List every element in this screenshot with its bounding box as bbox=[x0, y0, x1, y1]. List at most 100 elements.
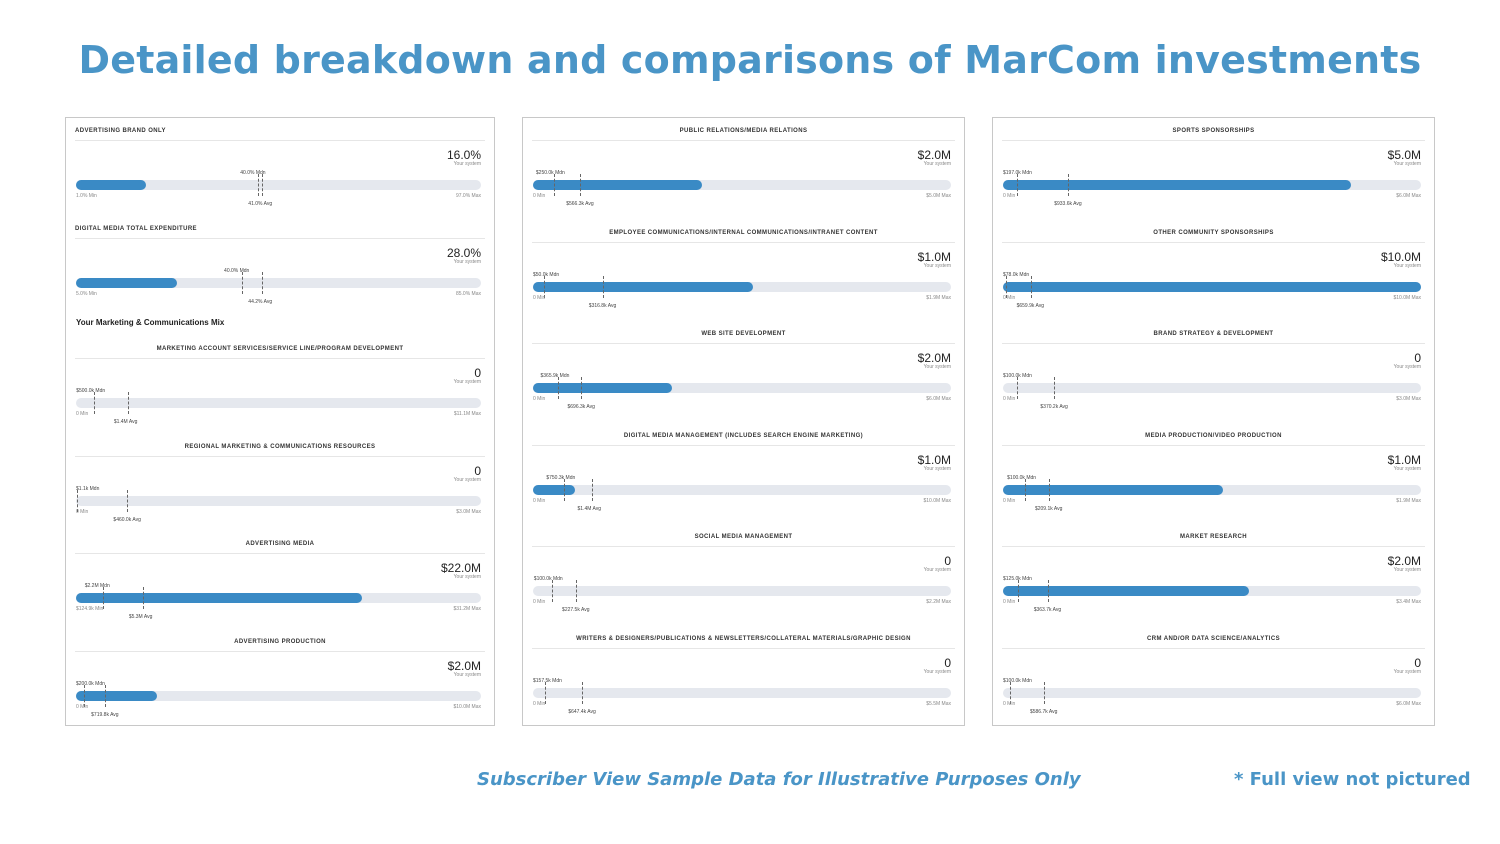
metric-min-label: 0 Min bbox=[1003, 396, 1016, 402]
metric-bar-track bbox=[1003, 276, 1421, 298]
metric-average-label: $659.9k Avg bbox=[1016, 303, 1045, 309]
metric-median-label: $1.1k Mdn bbox=[76, 486, 100, 492]
metric-divider bbox=[75, 456, 485, 457]
metric-median-label: $2.2M Mdn bbox=[84, 583, 110, 589]
metric-average-label: $370.2k Avg bbox=[1040, 404, 1068, 410]
metric-median-label: $365.9k Mdn bbox=[540, 373, 570, 379]
metric-title: ADVERTISING MEDIA bbox=[245, 541, 315, 547]
metric-average-label: $647.4k Avg bbox=[568, 709, 596, 715]
metric-divider bbox=[532, 140, 955, 141]
median-marker bbox=[558, 377, 560, 399]
metric-bar-track bbox=[533, 479, 951, 501]
page-title: Detailed breakdown and comparisons of Ma… bbox=[78, 38, 1422, 82]
metric-min-label: 1.0% Min bbox=[76, 193, 97, 199]
metric-value-caption: Your system bbox=[453, 259, 481, 265]
metric-max-label: $3.0M Max bbox=[456, 509, 481, 515]
average-marker bbox=[582, 682, 584, 704]
metric-value: 0 bbox=[474, 366, 481, 380]
median-marker bbox=[545, 682, 547, 704]
metric-value: $5.0M bbox=[1387, 148, 1421, 162]
metric-title: BRAND STRATEGY & DEVELOPMENT bbox=[1153, 331, 1274, 337]
median-marker bbox=[102, 587, 104, 609]
metric-title: WRITERS & DESIGNERS/PUBLICATIONS & NEWSL… bbox=[576, 636, 911, 642]
metric-max-label: 85.0% Max bbox=[455, 291, 481, 297]
metric-min-label: 0 Min bbox=[76, 704, 89, 710]
section-heading: Your Marketing & Communications Mix bbox=[76, 318, 225, 327]
metric-divider bbox=[1002, 445, 1425, 446]
metric-divider bbox=[532, 648, 955, 649]
metric-value-caption: Your system bbox=[1393, 364, 1421, 370]
metric-value: $1.0M bbox=[917, 453, 951, 467]
metric-divider bbox=[1002, 343, 1425, 344]
average-marker bbox=[581, 377, 583, 399]
median-marker bbox=[553, 174, 555, 196]
metric-value: $1.0M bbox=[1387, 453, 1421, 467]
metric-divider bbox=[532, 445, 955, 446]
average-marker bbox=[602, 276, 604, 298]
metric-value-caption: Your system bbox=[1393, 567, 1421, 573]
metric-bar-track bbox=[533, 682, 951, 704]
metric-value: 0 bbox=[944, 656, 951, 670]
metric-median-label: $100.0k Mdn bbox=[1003, 678, 1032, 684]
metric-value-caption: Your system bbox=[1393, 161, 1421, 167]
metric-value: $10.0M bbox=[1380, 250, 1421, 264]
metric-min-label: 0 Min bbox=[76, 411, 89, 417]
metric-average-label: $719.8k Avg bbox=[91, 712, 119, 718]
average-marker bbox=[142, 587, 144, 609]
metric-bar-fill bbox=[533, 282, 753, 292]
metric-value-caption: Your system bbox=[923, 364, 951, 370]
metric-title: OTHER COMMUNITY SPONSORSHIPS bbox=[1153, 230, 1274, 236]
median-marker bbox=[84, 685, 86, 707]
metric-title: WEB SITE DEVELOPMENT bbox=[701, 331, 786, 337]
metric-bar-track bbox=[533, 276, 951, 298]
average-marker bbox=[1054, 377, 1056, 399]
metric-bar-fill bbox=[1003, 485, 1223, 495]
metric-median-label: $157.5k Mdn bbox=[533, 678, 562, 684]
metric-title: ADVERTISING BRAND ONLY bbox=[75, 128, 166, 134]
metric-min-label: 0 Min bbox=[1003, 498, 1016, 504]
metric-title: DIGITAL MEDIA MANAGEMENT (INCLUDES SEARC… bbox=[623, 433, 864, 439]
metric-min-label: 0 Min bbox=[1003, 701, 1016, 707]
median-marker bbox=[543, 276, 545, 298]
metric-average-label: 41.0% Avg bbox=[248, 201, 273, 207]
metric-max-label: $5.0M Max bbox=[926, 193, 951, 199]
average-marker bbox=[580, 174, 582, 196]
median-marker bbox=[551, 580, 553, 602]
metric-average-label: $316.8k Avg bbox=[588, 303, 617, 309]
metric-max-label: $6.0M Max bbox=[1396, 193, 1421, 199]
metric-bar-fill bbox=[1003, 180, 1352, 190]
metric-average-label: $227.5k Avg bbox=[562, 607, 590, 613]
metric-average-label: $933.6k Avg bbox=[1054, 201, 1082, 207]
metric-bar-fill bbox=[76, 278, 178, 288]
metric-average-label: $1.4M Avg bbox=[577, 506, 602, 512]
average-marker bbox=[1030, 276, 1032, 298]
metric-average-label: $1.4M Avg bbox=[113, 419, 138, 425]
metric-divider bbox=[1002, 648, 1425, 649]
metric-bar-track bbox=[76, 272, 481, 294]
metric-divider bbox=[75, 358, 485, 359]
panel-left: Your Marketing & Communications Mix ADVE… bbox=[65, 117, 495, 726]
metric-divider bbox=[75, 553, 485, 554]
metric-divider bbox=[75, 140, 485, 141]
metric-average-label: $363.7k Avg bbox=[1033, 607, 1062, 613]
median-marker bbox=[1010, 682, 1012, 704]
metric-min-label: $124.9k Min bbox=[76, 606, 104, 612]
metric-value: $2.0M bbox=[917, 351, 951, 365]
metric-value: $2.0M bbox=[1387, 554, 1421, 568]
metric-bar-track bbox=[1003, 377, 1421, 399]
metric-min-label: 0 Min bbox=[533, 599, 546, 605]
metric-min-label: 0 Min bbox=[1003, 599, 1016, 605]
metric-bar-track bbox=[533, 377, 951, 399]
metric-value: $2.0M bbox=[917, 148, 951, 162]
metric-average-label: 44.2% Avg bbox=[248, 299, 273, 305]
metric-max-label: $31.2M Max bbox=[453, 606, 481, 612]
metric-title: REGIONAL MARKETING & COMMUNICATIONS RESO… bbox=[184, 444, 376, 450]
metric-title: CRM AND/OR DATA SCIENCE/ANALYTICS bbox=[1147, 636, 1280, 642]
metric-max-label: $3.0M Max bbox=[1396, 396, 1421, 402]
metric-value-caption: Your system bbox=[453, 379, 481, 385]
metric-median-label: $100.0k Mdn bbox=[1003, 373, 1032, 379]
average-marker bbox=[262, 272, 264, 294]
metric-max-label: 97.0% Max bbox=[455, 193, 481, 199]
metric-value-caption: Your system bbox=[1393, 466, 1421, 472]
metric-median-label: 40.0% Mdn bbox=[224, 268, 250, 274]
